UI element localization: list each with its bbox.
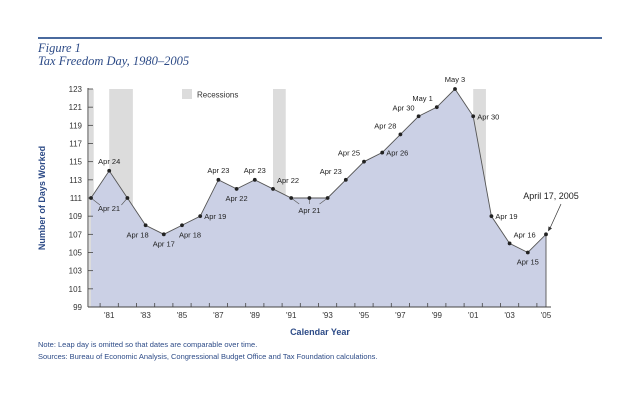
- point-label: Apr 16: [514, 230, 536, 239]
- data-point: [252, 177, 257, 182]
- y-tick-label: 109: [69, 212, 83, 221]
- y-axis-title: Number of Days Worked: [37, 146, 47, 250]
- data-point: [289, 196, 294, 200]
- data-point: [507, 241, 512, 246]
- data-point: [525, 250, 530, 255]
- point-label: Apr 24: [98, 157, 120, 166]
- data-point: [489, 214, 494, 219]
- x-tick-label: '89: [250, 311, 261, 320]
- y-tick-label: 113: [69, 176, 82, 185]
- y-tick-label: 101: [69, 285, 83, 294]
- data-point: [143, 223, 148, 228]
- point-label: Apr 19: [495, 212, 517, 221]
- legend: Recessions: [182, 89, 238, 100]
- point-label: Apr 25: [338, 149, 360, 158]
- data-point: [343, 177, 348, 182]
- x-axis-title: Calendar Year: [290, 327, 350, 337]
- annotation-arrowhead: [548, 226, 552, 232]
- data-point: [161, 232, 166, 237]
- point-label: Apr 19: [204, 212, 226, 221]
- y-tick-label: 123: [69, 85, 83, 94]
- y-tick-label: 105: [69, 249, 83, 258]
- data-point: [125, 196, 130, 200]
- x-tick-label: '93: [322, 311, 333, 320]
- figure-header: Figure 1 Tax Freedom Day, 1980–2005: [38, 42, 189, 68]
- x-tick-label: '81: [104, 311, 115, 320]
- axes: 99 101 103 105 107 109 111 113 115 117 119 121 123 '8…: [69, 85, 552, 320]
- point-label: Apr 15: [517, 258, 539, 267]
- point-label: May 3: [445, 75, 465, 84]
- point-label: Apr 28: [374, 121, 396, 130]
- x-tick-label: '05: [541, 311, 552, 320]
- point-label: Apr 26: [386, 149, 408, 158]
- footnote: Note: Leap day is omitted so that dates …: [38, 340, 258, 349]
- x-tick-label: '85: [177, 311, 188, 320]
- legend-swatch: [182, 89, 192, 99]
- point-label: Apr 18: [179, 230, 201, 239]
- data-point: [271, 187, 275, 191]
- x-tick-label: '91: [286, 311, 297, 320]
- point-label: Apr 23: [244, 166, 266, 175]
- y-tick-label: 115: [69, 158, 82, 167]
- data-point: [362, 159, 366, 164]
- point-label: Apr 22: [277, 176, 299, 185]
- data-point: [107, 168, 112, 173]
- point-label: May 1: [412, 94, 432, 103]
- figure-label: Figure 1: [38, 41, 81, 55]
- annotation-label: April 17, 2005: [523, 191, 579, 201]
- x-tick-label: '03: [504, 311, 515, 320]
- data-points: [89, 87, 548, 255]
- data-point: [325, 196, 330, 200]
- point-label: Apr 22: [226, 194, 248, 203]
- point-label: Apr 21: [98, 204, 120, 213]
- data-point: [471, 114, 476, 119]
- data-point: [398, 132, 403, 137]
- x-tick-label: '83: [140, 311, 151, 320]
- x-tick-label: '99: [432, 311, 443, 320]
- data-point: [544, 232, 548, 237]
- x-tick-label: '01: [468, 311, 479, 320]
- y-tick-label: 99: [73, 303, 82, 312]
- data-point: [453, 87, 457, 91]
- sources: Sources: Bureau of Economic Analysis, Co…: [38, 352, 378, 361]
- data-point: [380, 150, 385, 155]
- point-label: Apr 30: [477, 112, 499, 121]
- data-point: [216, 177, 221, 182]
- point-label: Apr 30: [392, 103, 414, 112]
- y-tick-label: 119: [69, 121, 82, 130]
- point-label: Apr 17: [153, 239, 175, 248]
- x-tick-label: '87: [213, 311, 224, 320]
- point-label: Apr 23: [320, 167, 342, 176]
- data-point: [198, 214, 203, 219]
- point-label: Apr 21: [298, 206, 320, 215]
- point-label: Apr 18: [127, 230, 149, 239]
- point-label: Apr 23: [207, 166, 229, 175]
- legend-label: Recessions: [197, 91, 238, 100]
- y-tick-label: 107: [69, 230, 83, 239]
- x-tick-label: '95: [359, 311, 370, 320]
- label-leader: [90, 197, 101, 206]
- y-tick-label: 121: [69, 103, 83, 112]
- y-tick-label: 103: [69, 267, 83, 276]
- y-tick-label: 111: [70, 194, 83, 203]
- y-tick-label: 117: [69, 140, 82, 149]
- header-rule: [38, 37, 602, 39]
- data-point: [234, 187, 239, 191]
- data-point: [180, 223, 184, 228]
- annotation-arrow-line: [548, 203, 562, 231]
- x-tick-label: '97: [395, 311, 406, 320]
- data-point: [89, 196, 93, 200]
- data-point: [416, 114, 421, 119]
- figure-title: Tax Freedom Day, 1980–2005: [38, 54, 190, 68]
- data-point: [307, 196, 312, 200]
- data-point: [434, 105, 439, 110]
